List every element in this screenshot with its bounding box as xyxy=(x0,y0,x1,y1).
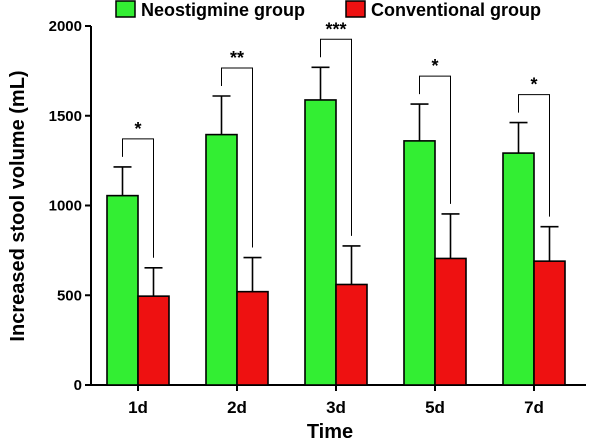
bar-neostigmine-5d xyxy=(403,140,436,386)
legend-swatch-conventional xyxy=(345,0,366,18)
y-tick-label: 2000 xyxy=(49,18,82,35)
significance-bracket-7d xyxy=(518,94,550,217)
y-axis-title: Increased stool volume (mL) xyxy=(7,70,29,341)
y-tick-label: 500 xyxy=(57,287,82,304)
bar-neostigmine-2d xyxy=(205,133,238,386)
significance-label-1d: * xyxy=(134,119,141,139)
significance-bracket-1d xyxy=(122,138,154,258)
bar-neostigmine-3d xyxy=(304,99,337,386)
significance-label-3d: *** xyxy=(325,19,346,39)
x-tick-label-5d: 5d xyxy=(425,398,445,417)
legend: Neostigmine group Conventional group xyxy=(115,0,541,20)
bar-conventional-1d xyxy=(137,295,170,386)
significance-bracket-5d xyxy=(419,75,451,204)
bar-neostigmine-7d xyxy=(502,152,535,386)
bar-conventional-3d xyxy=(335,283,368,386)
significance-bracket-2d xyxy=(221,67,253,248)
bar-conventional-5d xyxy=(434,257,467,386)
significance-label-2d: ** xyxy=(230,48,244,68)
x-tick-label-1d: 1d xyxy=(128,398,148,417)
legend-swatch-neostigmine xyxy=(115,0,136,18)
y-tick-label: 1000 xyxy=(49,198,82,215)
x-tick-label-3d: 3d xyxy=(326,398,346,417)
significance-bracket-3d xyxy=(320,38,352,236)
bar-conventional-7d xyxy=(533,260,566,386)
plot-area: 0 500 1000 1500 2000 1d * 2d ** 3d *** 5d * 7d * xyxy=(49,18,586,417)
y-tick-label: 0 xyxy=(74,377,82,394)
legend-label-neostigmine: Neostigmine group xyxy=(141,0,305,20)
x-tick-label-2d: 2d xyxy=(227,398,247,417)
x-tick-label-7d: 7d xyxy=(524,398,544,417)
significance-label-5d: * xyxy=(431,56,438,76)
bar-neostigmine-1d xyxy=(106,194,139,386)
x-axis-title: Time xyxy=(307,421,353,443)
significance-label-7d: * xyxy=(530,75,537,95)
legend-label-conventional: Conventional group xyxy=(371,0,541,20)
y-tick-label: 1500 xyxy=(49,108,82,125)
bar-conventional-2d xyxy=(236,290,269,386)
